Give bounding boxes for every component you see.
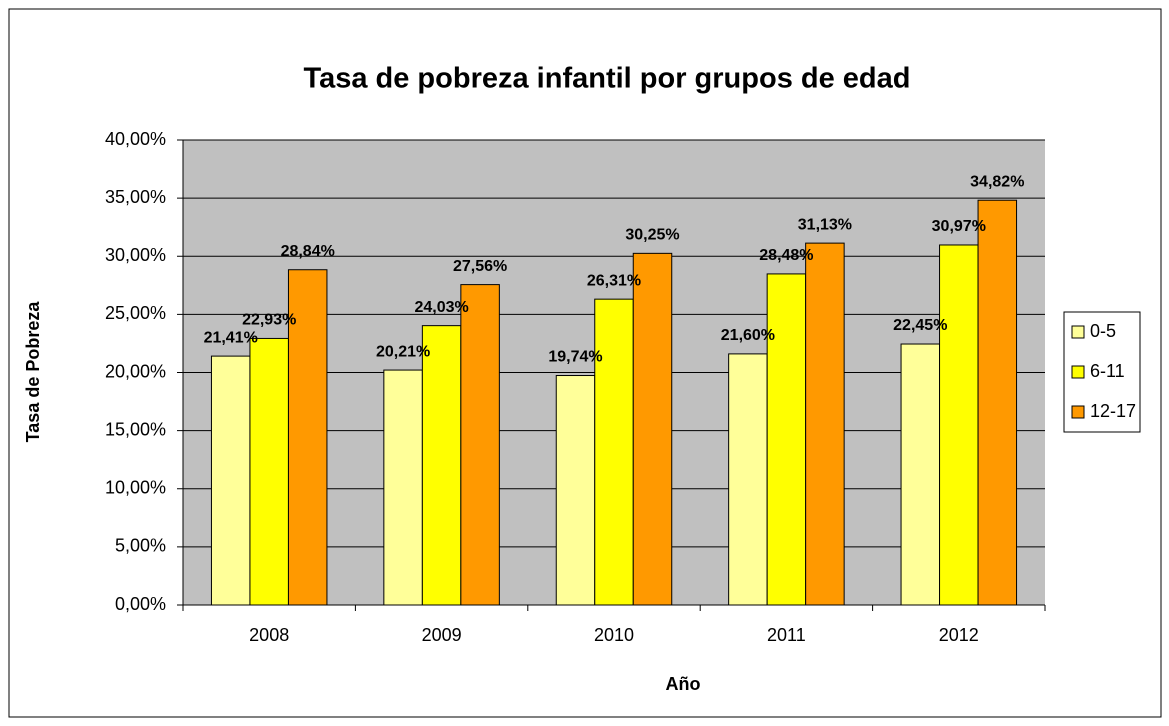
- data-label: 30,25%: [625, 227, 679, 244]
- bar: [421, 325, 462, 606]
- y-tick-label: 20,00%: [105, 361, 166, 381]
- data-label: 22,93%: [242, 312, 296, 329]
- bar: [632, 252, 673, 606]
- data-label: 28,84%: [281, 243, 335, 260]
- data-label: 28,48%: [759, 247, 813, 264]
- legend-label: 0-5: [1090, 321, 1116, 341]
- y-tick-label: 10,00%: [105, 478, 166, 498]
- legend-swatch: [1071, 325, 1085, 339]
- bar: [939, 244, 979, 606]
- x-tick-label: 2008: [249, 625, 289, 645]
- data-label: 30,97%: [932, 218, 986, 235]
- data-label: 34,82%: [970, 173, 1024, 190]
- bar: [210, 355, 251, 606]
- x-tick-label: 2009: [422, 625, 462, 645]
- data-label: 24,03%: [414, 299, 468, 316]
- y-axis-label: Tasa de Pobreza: [23, 301, 43, 443]
- data-label: 31,13%: [798, 216, 852, 233]
- bar: [766, 273, 807, 606]
- y-tick-label: 0,00%: [115, 594, 166, 614]
- legend-swatch: [1071, 365, 1085, 379]
- bar: [383, 369, 423, 606]
- y-tick-label: 15,00%: [105, 419, 166, 439]
- bar: [900, 343, 941, 606]
- bar: [555, 375, 596, 606]
- y-tick-label: 35,00%: [105, 187, 166, 207]
- y-tick-label: 40,00%: [105, 129, 166, 149]
- bar: [977, 199, 1018, 606]
- legend-label: 12-17: [1090, 401, 1136, 421]
- data-label: 21,60%: [721, 327, 775, 344]
- legend-label: 6-11: [1090, 361, 1125, 381]
- y-tick-label: 5,00%: [115, 536, 166, 556]
- data-label: 22,45%: [893, 317, 947, 334]
- data-label: 27,56%: [453, 258, 507, 275]
- bar: [249, 337, 289, 606]
- x-tick-label: 2011: [767, 625, 806, 645]
- bar: [728, 353, 768, 606]
- data-label: 20,21%: [376, 343, 430, 360]
- chart-title: Tasa de pobreza infantil por grupos de e…: [304, 63, 911, 95]
- bar: [287, 269, 328, 606]
- bar: [594, 298, 634, 606]
- y-tick-label: 25,00%: [105, 303, 166, 323]
- x-tick-label: 2012: [939, 625, 979, 645]
- data-label: 26,31%: [587, 272, 641, 289]
- legend-swatch: [1071, 405, 1085, 419]
- y-tick-label: 30,00%: [105, 245, 166, 265]
- bar: [460, 284, 500, 606]
- x-tick-label: 2010: [594, 625, 634, 645]
- bar: [805, 242, 845, 606]
- data-label: 21,41%: [204, 329, 258, 346]
- data-label: 19,74%: [548, 349, 602, 366]
- x-axis-label: Año: [666, 674, 701, 694]
